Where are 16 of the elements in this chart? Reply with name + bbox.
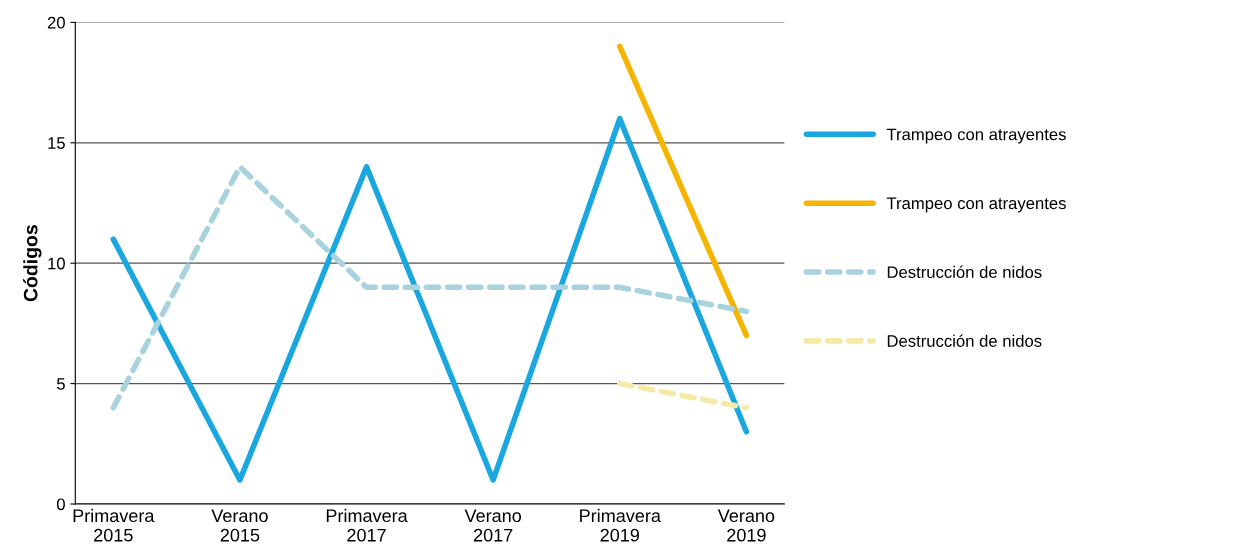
legend-label: Destrucción de nidos	[887, 334, 1042, 347]
legend-label: Trampeo con atrayentes	[886, 128, 1066, 144]
legend-label: Trampeo con atrayentes	[886, 197, 1066, 213]
y-tick-label: 0	[56, 498, 65, 511]
x-tick-label: Verano 2019	[717, 509, 775, 542]
x-tick-label: Verano 2017	[464, 509, 522, 542]
x-tick-label: Verano 2015	[211, 509, 268, 542]
x-tick-label: Primavera 2019	[580, 508, 661, 542]
y-tick-label: 15	[48, 137, 65, 149]
legend-label: Destrucción de nidos	[887, 265, 1042, 279]
y-axis-title: Códigos	[23, 225, 42, 302]
x-tick-label: Primavera 2017	[326, 508, 408, 542]
x-tick-label: Primavera 2015	[73, 508, 155, 542]
y-tick-label: 20	[47, 16, 65, 29]
y-tick-label: 10	[48, 257, 65, 270]
y-tick-label: 5	[56, 378, 65, 390]
